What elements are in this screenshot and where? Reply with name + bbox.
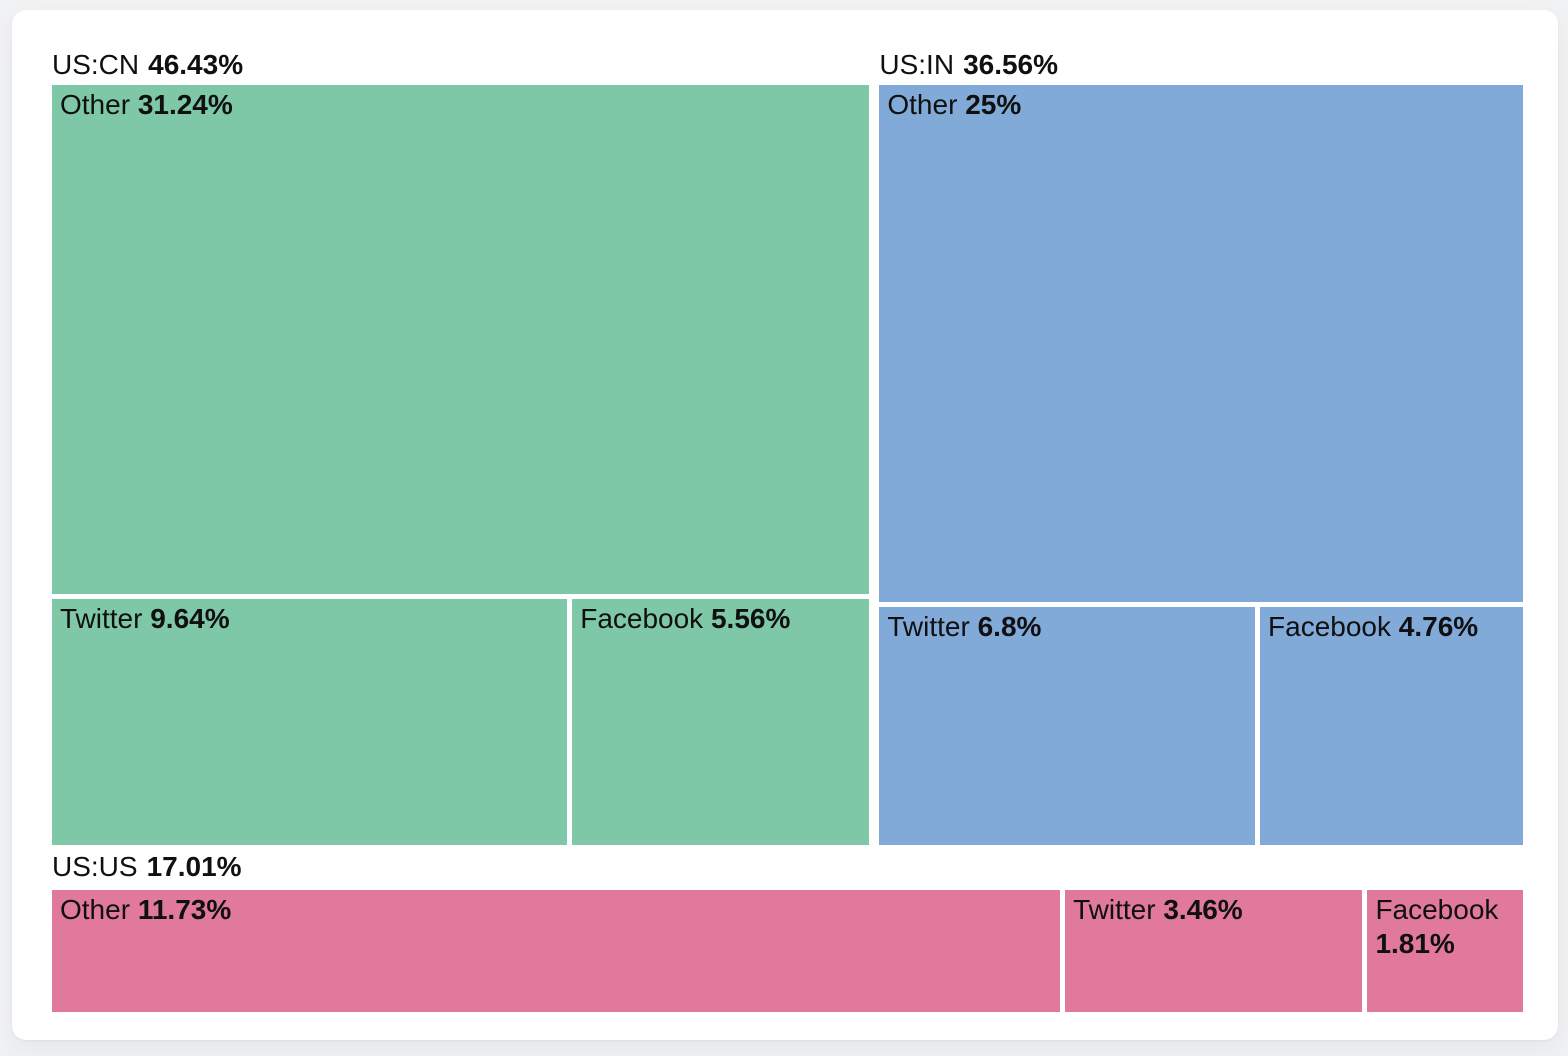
treemap-cell-us-us-facebook[interactable]: Facebook 1.81% bbox=[1367, 890, 1523, 1012]
treemap-group-us-cn: US:CN 46.43% Other 31.24% Twitter 9.64% Fac… bbox=[52, 45, 870, 845]
group-name-label: US:CN bbox=[52, 48, 140, 80]
cell-percent-label: 11.73% bbox=[137, 894, 232, 925]
treemap-group-us-us: US:US 17.01% Other 11.73% Twitter 3.46% Fac… bbox=[52, 845, 1523, 1012]
treemap-cell-us-us-other[interactable]: Other 11.73% bbox=[52, 890, 1061, 1012]
group-percent-label: 17.01% bbox=[146, 851, 242, 883]
cell-percent-label: 5.56% bbox=[710, 602, 791, 634]
cell-name-label: Twitter bbox=[60, 602, 151, 634]
treemap-group-us-in: US:IN 36.56% Other 25% Twitter 6.8% Faceboo… bbox=[879, 45, 1523, 845]
cell-percent-label: 9.64% bbox=[150, 602, 230, 634]
cell-percent-label: 6.8% bbox=[977, 611, 1042, 643]
group-header-us-in: US:IN 36.56% bbox=[879, 45, 1523, 85]
cell-percent-label: 31.24% bbox=[137, 89, 233, 120]
cell-percent-label: 1.81% bbox=[1375, 928, 1455, 960]
treemap-cell-us-in-twitter[interactable]: Twitter 6.8% bbox=[879, 607, 1256, 845]
cell-percent-label: 3.46% bbox=[1163, 894, 1243, 925]
cell-name-label: Facebook bbox=[580, 602, 711, 634]
group-percent-label: 46.43% bbox=[148, 48, 244, 80]
group-name-label: US:US bbox=[52, 851, 138, 883]
treemap-cell-us-in-facebook[interactable]: Facebook 4.76% bbox=[1260, 607, 1523, 845]
cell-percent-label: 25% bbox=[965, 89, 1022, 120]
cell-name-label: Other bbox=[60, 894, 138, 925]
cell-name-label: Twitter bbox=[1073, 894, 1164, 925]
cell-percent-label: 4.76% bbox=[1398, 611, 1479, 643]
cell-name-label: Other bbox=[887, 89, 966, 120]
group-header-us-us: US:US 17.01% bbox=[52, 845, 1523, 890]
cell-name-label: Facebook bbox=[1375, 894, 1499, 925]
cell-name-label: Other bbox=[60, 89, 138, 120]
treemap-chart: US:CN 46.43% Other 31.24% Twitter 9.64% Fac… bbox=[12, 10, 1558, 1040]
cell-name-label: Facebook bbox=[1268, 611, 1399, 643]
treemap-cell-us-cn-twitter[interactable]: Twitter 9.64% bbox=[52, 598, 568, 845]
treemap-cell-us-in-other[interactable]: Other 25% bbox=[879, 85, 1523, 603]
treemap-card: US:CN 46.43% Other 31.24% Twitter 9.64% Fac… bbox=[12, 10, 1558, 1040]
cell-name-label: Twitter bbox=[887, 611, 978, 643]
group-percent-label: 36.56% bbox=[963, 48, 1059, 80]
treemap-cell-us-cn-other[interactable]: Other 31.24% bbox=[52, 85, 870, 594]
group-name-label: US:IN bbox=[879, 48, 955, 80]
group-header-us-cn: US:CN 46.43% bbox=[52, 45, 869, 85]
treemap-cell-us-cn-facebook[interactable]: Facebook 5.56% bbox=[572, 598, 870, 845]
treemap-cell-us-us-twitter[interactable]: Twitter 3.46% bbox=[1065, 890, 1363, 1012]
